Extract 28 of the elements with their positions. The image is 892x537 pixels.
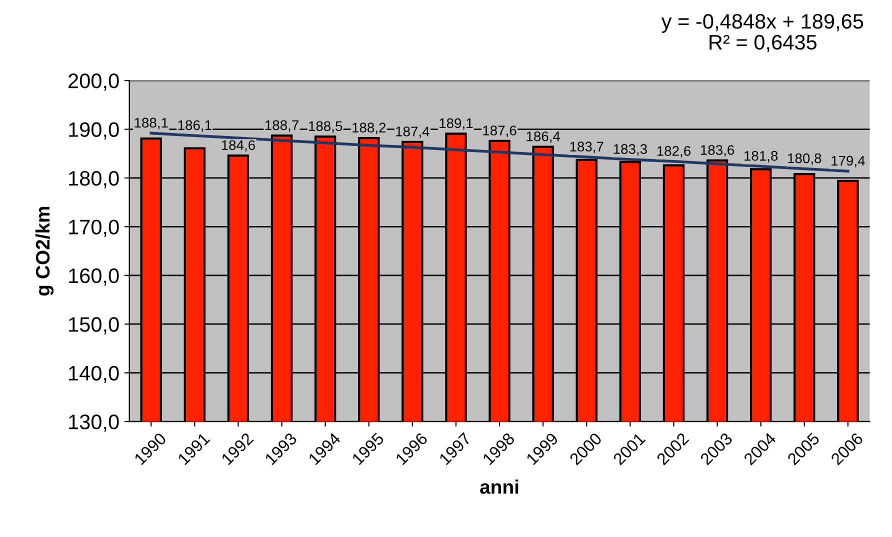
- data-label: 182,6: [657, 146, 690, 158]
- data-label: 187,4: [396, 126, 430, 138]
- y-tick-label: 190,0: [69, 122, 119, 140]
- data-label: 184,6: [222, 140, 255, 152]
- y-tick-label: 170,0: [69, 220, 119, 237]
- y-tick-label: 130,0: [69, 414, 119, 432]
- data-label: 186,4: [526, 131, 560, 143]
- text: y = -0,4848x + 189,65 R² = 0,6435: [661, 14, 864, 52]
- y-tick-label: 150,0: [69, 317, 119, 334]
- data-label: 188,7: [265, 120, 298, 132]
- data-label: 188,2: [352, 122, 386, 134]
- data-label: 186,1: [178, 120, 212, 132]
- y-tick-label: 200,0: [68, 74, 119, 91]
- data-label: 187,6: [483, 126, 516, 138]
- data-label: 179,4: [832, 156, 865, 168]
- data-label: 183,6: [700, 145, 734, 157]
- y-axis-title: g CO2/km: [35, 206, 54, 296]
- y-tick-label: 140,0: [69, 366, 119, 384]
- data-label: 189,1: [440, 118, 473, 130]
- data-label: 183,7: [570, 142, 604, 154]
- data-label: 183,3: [614, 144, 647, 156]
- data-label: 180,8: [788, 153, 822, 165]
- data-label: 181,8: [744, 150, 778, 162]
- y-tick-label: 180,0: [69, 170, 119, 188]
- x-axis-title: anni: [480, 480, 518, 494]
- y-tick-label: 160,0: [69, 268, 119, 286]
- data-label: 188,5: [309, 121, 342, 133]
- data-label: 188,1: [134, 118, 168, 130]
